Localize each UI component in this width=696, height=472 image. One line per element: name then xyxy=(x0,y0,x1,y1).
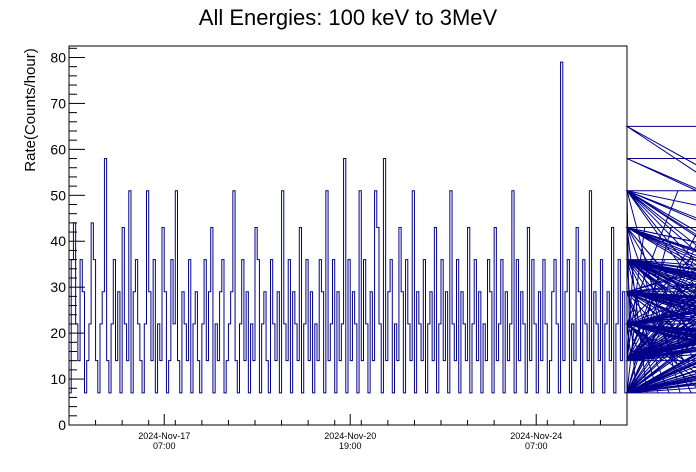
x-tick-label-date: 2024-Nov-17 xyxy=(138,431,190,441)
plot-frame xyxy=(68,45,628,426)
y-tick-label: 10 xyxy=(50,371,66,387)
x-tick-label-time: 19:00 xyxy=(339,441,362,451)
y-tick-label: 0 xyxy=(58,417,66,433)
y-tick-label: 40 xyxy=(50,233,66,249)
y-tick-label: 50 xyxy=(50,187,66,203)
x-tick-label-date: 2024-Nov-20 xyxy=(324,431,376,441)
x-axis: 2024-Nov-1707:002024-Nov-2019:002024-Nov… xyxy=(68,414,628,451)
x-tick-label-time: 07:00 xyxy=(525,441,548,451)
series-line xyxy=(68,61,696,425)
y-tick-label: 80 xyxy=(50,49,66,65)
x-tick-label-date: 2024-Nov-24 xyxy=(510,431,562,441)
y-tick-label: 20 xyxy=(50,325,66,341)
y-tick-label: 60 xyxy=(50,141,66,157)
y-axis-label: Rate(Counts/hour) xyxy=(22,48,39,171)
plot-area xyxy=(68,61,696,425)
x-tick-label-time: 07:00 xyxy=(153,441,176,451)
chart-title: All Energies: 100 keV to 3MeV xyxy=(199,5,498,30)
y-tick-label: 30 xyxy=(50,279,66,295)
y-axis: 0 10 20 30 40 50 60 70 80 xyxy=(50,47,85,433)
y-tick-label: 70 xyxy=(50,95,66,111)
